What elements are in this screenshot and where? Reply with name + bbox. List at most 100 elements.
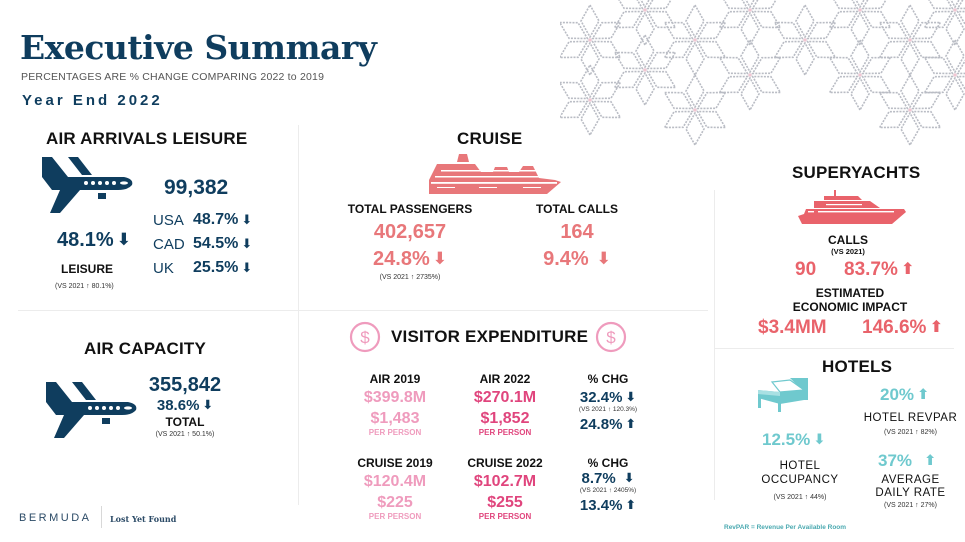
- economic-impact-label-1: ESTIMATED: [815, 286, 885, 300]
- market-pct: 48.7%: [193, 211, 239, 228]
- economic-impact-pct: 146.6% ⬆: [862, 317, 943, 338]
- air-capacity-total: 355,842: [148, 374, 222, 396]
- page-title: Executive Summary: [20, 28, 377, 67]
- arrow-down-icon: ⬇: [241, 236, 253, 251]
- market-pct: 25.5%: [193, 259, 239, 276]
- cruise-chg-label: % CHG: [587, 456, 629, 470]
- cruise-2019-column: CRUISE 2019 $120.4M $225 PER PERSON: [338, 456, 452, 521]
- arrow-down-icon: ⬇: [116, 230, 131, 249]
- air-chg-per-person: 24.8% ⬆: [579, 416, 637, 433]
- brand-logo: BERMUDA: [19, 512, 92, 524]
- cruise-passengers-value: 402,657: [373, 221, 447, 243]
- hotel-occupancy-pct: 12.5% ⬇: [762, 430, 826, 449]
- hotel-occupancy-label-1: HOTEL: [779, 460, 821, 472]
- arrow-down-icon: ⬇: [625, 389, 637, 404]
- arrow-down-icon: ⬇: [813, 432, 826, 448]
- air-2022-column: AIR 2022 $270.1M $1,852 PER PERSON: [455, 372, 555, 437]
- cruise-chg-vs-2021: (VS 2021 ↑ 2405%): [579, 487, 637, 494]
- dollar-circle-icon: $: [595, 321, 627, 353]
- divider-horizontal-main: [18, 310, 708, 311]
- hotel-revpar-label: HOTEL REVPAR: [863, 412, 958, 424]
- air-2019-total: $399.8M: [363, 389, 427, 406]
- cruise-chg-column: % CHG 8.7% ⬇ (VS 2021 ↑ 2405%) 13.4% ⬆: [568, 456, 648, 514]
- air-arrivals-heading: AIR ARRIVALS LEISURE: [46, 129, 248, 148]
- economic-impact-value: $3.4MM: [758, 317, 827, 338]
- air-capacity-label: TOTAL: [165, 415, 205, 429]
- per-person-label: PER PERSON: [478, 512, 532, 521]
- brand-tagline: Lost Yet Found: [110, 514, 177, 524]
- market-row-uk: UK 25.5% ⬇: [153, 256, 293, 280]
- economic-impact-label-2: ECONOMIC IMPACT: [792, 300, 908, 314]
- air-2022-total: $270.1M: [473, 389, 537, 406]
- cruise-2019-label: CRUISE 2019: [357, 456, 433, 470]
- air-chg-label: % CHG: [587, 372, 629, 386]
- bed-icon: [758, 378, 808, 412]
- air-2019-column: AIR 2019 $399.8M $1,483 PER PERSON: [345, 372, 445, 437]
- hotel-adr-labels: AVERAGE DAILY RATE (VS 2021 ↑ 27%): [858, 474, 963, 509]
- hotel-revpar-pct: 20% ⬆: [880, 385, 930, 404]
- arrow-down-icon: ⬇: [623, 470, 635, 485]
- air-chg-column: % CHG 32.4% ⬇ (VS 2021 ↑ 120.3%) 24.8% ⬆: [568, 372, 648, 433]
- hotel-adr-label-1: AVERAGE: [881, 474, 940, 486]
- per-person-label: PER PERSON: [368, 428, 422, 437]
- svg-text:$: $: [360, 328, 370, 347]
- superyacht-calls-labels: CALLS (VS 2021): [800, 233, 896, 256]
- market-name: USA: [153, 211, 184, 229]
- cruise-calls-label: TOTAL CALLS: [536, 202, 618, 216]
- leisure-pct: 48.1% ⬇: [57, 229, 131, 251]
- hotels-heading: HOTELS: [822, 357, 893, 376]
- page-subtitle: PERCENTAGES ARE % CHANGE COMPARING 2022 …: [21, 71, 325, 83]
- airplane-icon: [46, 382, 137, 438]
- market-name: UK: [153, 259, 174, 277]
- air-capacity-heading: AIR CAPACITY: [84, 339, 207, 358]
- hotel-revpar-labels: HOTEL REVPAR (VS 2021 ↑ 82%): [858, 412, 963, 436]
- divider-horizontal-right: [714, 348, 954, 349]
- per-person-label: PER PERSON: [368, 512, 422, 521]
- air-2019-per-person: $1,483: [370, 410, 420, 427]
- market-row-cad: CAD 54.5% ⬇: [153, 232, 293, 256]
- air-capacity-vs-2021: (VS 2021 ↑ 50.1%): [155, 431, 215, 438]
- leisure-vs-2021: (VS 2021 ↑ 80.1%): [55, 283, 114, 290]
- air-2019-label: AIR 2019: [369, 372, 421, 386]
- hotel-adr-vs-2021: (VS 2021 ↑ 27%): [884, 502, 937, 509]
- air-chg-vs-2021: (VS 2021 ↑ 120.3%): [578, 406, 638, 413]
- arrow-up-icon: ⬆: [900, 260, 915, 278]
- cruise-passengers-pct: 24.8% ⬇: [373, 248, 447, 270]
- air-2022-label: AIR 2022: [479, 372, 531, 386]
- cruise-calls-value: 164: [560, 221, 594, 243]
- cruise-ship-icon: [429, 154, 561, 194]
- arrow-down-icon: ⬇: [432, 249, 447, 268]
- arrow-up-icon: ⬆: [929, 318, 943, 336]
- market-row-usa: USA 48.7% ⬇: [153, 208, 293, 232]
- arrow-up-icon: ⬆: [625, 497, 637, 512]
- air-chg-total: 32.4% ⬇: [579, 389, 637, 406]
- superyacht-calls-label: CALLS: [828, 233, 868, 247]
- divider-vertical-right: [714, 190, 715, 500]
- cruise-chg-per-person: 13.4% ⬆: [579, 497, 637, 514]
- cruise-2022-column: CRUISE 2022 $102.7M $255 PER PERSON: [448, 456, 562, 521]
- arrow-down-icon: ⬇: [241, 212, 253, 227]
- superyacht-calls-pct: 83.7% ⬆: [844, 259, 915, 280]
- dollar-circle-icon: $: [349, 321, 381, 353]
- decorative-pattern: [560, 0, 965, 160]
- yacht-icon: [798, 190, 906, 224]
- leisure-label: LEISURE: [61, 262, 114, 276]
- superyacht-calls-value: 90: [795, 259, 817, 280]
- cruise-passengers-vs-2021: (VS 2021 ↑ 2735%): [379, 274, 441, 281]
- market-pct: 54.5%: [193, 235, 239, 252]
- cruise-2019-per-person: $225: [377, 494, 413, 511]
- cruise-heading: CRUISE: [457, 129, 523, 148]
- hotel-revpar-vs-2021: (VS 2021 ↑ 82%): [884, 429, 937, 436]
- cruise-2022-total: $102.7M: [473, 473, 537, 490]
- cruise-2022-label: CRUISE 2022: [467, 456, 543, 470]
- cruise-calls-pct: 9.4% ⬇: [543, 248, 611, 270]
- svg-text:$: $: [606, 328, 616, 347]
- per-person-label: PER PERSON: [478, 428, 532, 437]
- arrow-down-icon: ⬇: [202, 397, 214, 412]
- arrow-down-icon: ⬇: [596, 249, 611, 268]
- arrow-up-icon: ⬆: [625, 416, 637, 431]
- hotel-occupancy-label-2: OCCUPANCY: [761, 474, 839, 486]
- arrow-up-icon: ⬆: [924, 453, 937, 469]
- revpar-footnote: RevPAR = Revenue Per Available Room: [724, 524, 847, 531]
- air-arrivals-total: 99,382: [164, 176, 229, 199]
